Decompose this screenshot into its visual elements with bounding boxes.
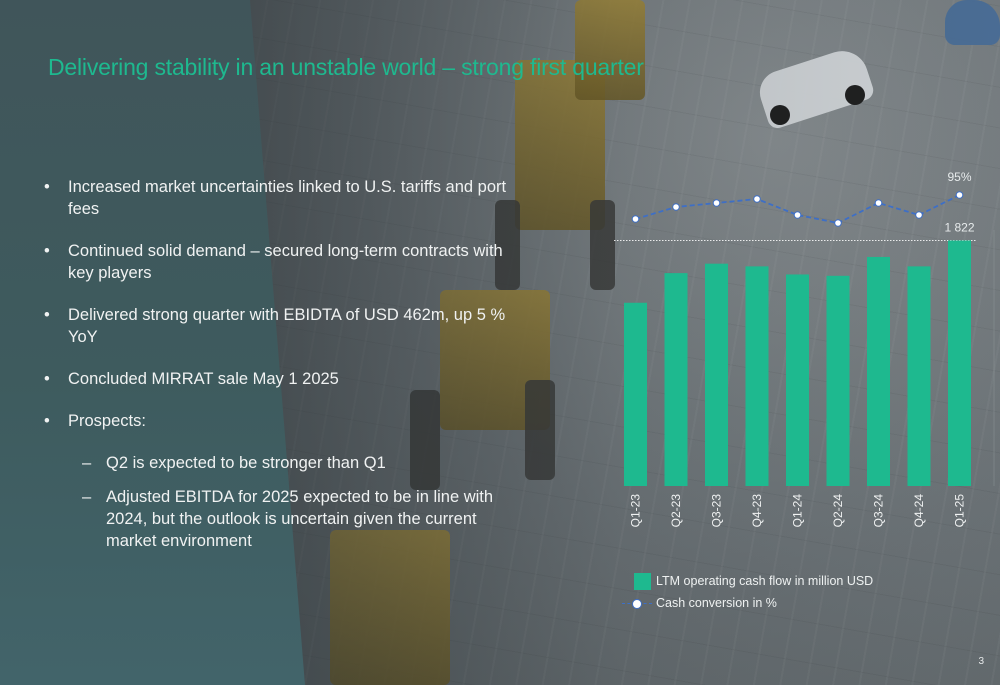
data-label-value: 1 822	[944, 221, 974, 235]
sub-bullet-item: – Adjusted EBITDA for 2025 expected to be…	[82, 488, 494, 550]
line-point	[672, 203, 680, 211]
tick-label: Q4-23	[750, 494, 764, 528]
bullet-list: • Increased market uncertainties linked t…	[44, 176, 524, 564]
legend-swatch-bar	[634, 573, 651, 590]
cash-flow-chart: 95% 1 822 Q1-23 Q2-23 Q3-23 Q4-23 Q1-24 Q2-24 Q3…	[600, 170, 1000, 630]
line-point	[955, 191, 964, 199]
legend-item-line: Cash conversion in %	[622, 594, 873, 616]
line-point	[793, 211, 802, 219]
bar	[745, 266, 769, 486]
tick-label: Q1-25	[953, 494, 967, 528]
left-teal-panel	[0, 0, 305, 685]
tick-label: Q1-23	[629, 494, 643, 528]
line-point	[631, 215, 640, 223]
sub-bullet-item: – Q2 is expected to be stronger than Q1	[82, 454, 386, 472]
line-point	[874, 199, 883, 207]
data-label-percent: 95%	[947, 170, 971, 184]
bar	[907, 266, 931, 486]
tick-label: Q3-23	[710, 494, 724, 528]
bullet-item: • Prospects:	[44, 412, 146, 430]
bar	[624, 302, 647, 486]
legend-item-bar: LTM operating cash flow in million USD	[622, 572, 873, 594]
tick-label: Q4-24	[912, 494, 926, 528]
tick-label: Q3-24	[872, 494, 886, 528]
tick-label: Q2-24	[831, 494, 845, 528]
bar	[786, 274, 809, 486]
bullet-item: • Concluded MIRRAT sale May 1 2025	[44, 370, 339, 388]
line-point	[753, 195, 761, 203]
bar	[826, 275, 850, 486]
bullet-item: • Continued solid demand – secured long-t…	[44, 242, 503, 282]
bar	[948, 240, 971, 486]
bar	[867, 256, 890, 486]
chart-legend: LTM operating cash flow in million USD C…	[622, 572, 873, 616]
cash-conversion-line	[635, 194, 960, 224]
line-point	[915, 211, 923, 219]
page-number: 3	[978, 656, 984, 667]
line-point	[834, 219, 842, 227]
chart-svg: 95% 1 822 Q1-23 Q2-23 Q3-23 Q4-23 Q1-24 Q2-24 Q3…	[614, 170, 995, 528]
bar	[705, 263, 728, 486]
bullet-item: • Increased market uncertainties linked t…	[44, 178, 507, 218]
tick-label: Q2-23	[669, 494, 683, 528]
line-point	[712, 199, 721, 207]
bar	[664, 273, 688, 486]
bullet-item: • Delivered strong quarter with EBIDTA of…	[44, 306, 506, 346]
slide-title: Delivering stability in an unstable worl…	[48, 54, 644, 80]
legend-marker-dot	[632, 599, 642, 609]
tick-label: Q1-24	[791, 494, 805, 528]
